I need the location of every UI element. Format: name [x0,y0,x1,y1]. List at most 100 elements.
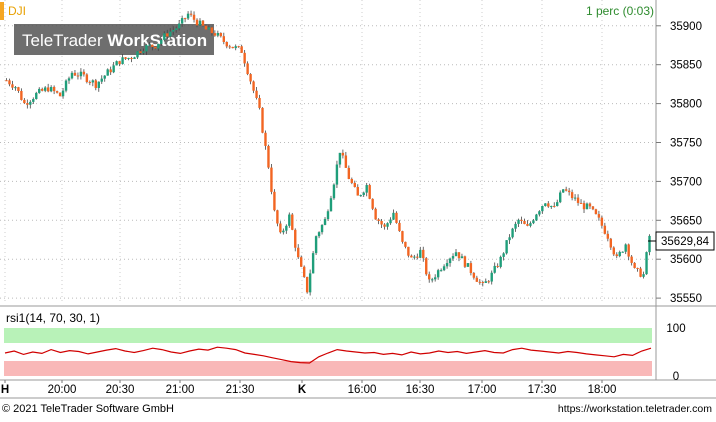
candle-body [276,210,279,224]
x-tick-label: 21:00 [166,384,195,396]
candle-body [410,255,413,258]
candle-body [356,186,359,196]
candle-body [508,237,511,241]
candle-body [386,223,389,227]
candle-body [97,81,100,88]
candle-body [20,90,23,100]
candle-body [541,205,544,212]
candle-body [573,197,577,199]
candle-body [294,229,297,248]
candle-body [240,46,243,53]
y-tick-label: 35600 [670,254,702,266]
candle-body [621,251,624,253]
candle-body [460,256,464,259]
candle-body [285,225,288,231]
candle-body [26,103,29,105]
candle-body [341,152,345,156]
candle-body [142,51,145,53]
candle-body [67,78,71,81]
candle-body [594,209,598,215]
oversold-band [4,361,652,376]
candle-body [246,63,249,75]
candle-body [243,52,246,64]
candle-body [463,256,467,267]
candle-body [538,211,541,215]
candle-body [561,189,565,193]
candle-body [448,258,452,264]
interval-label[interactable]: 1 perc (0:03) [586,4,654,18]
candle-body [311,253,315,274]
candle-body [395,212,398,223]
y-tick-label: 35800 [670,99,702,111]
candle-body [389,219,392,224]
candle-body [392,212,395,220]
candle-body [305,276,309,293]
candle-body [198,20,202,26]
candle-body [222,36,226,42]
candle-body [535,214,538,221]
candle-body [201,20,205,26]
candle-body [195,19,199,26]
y-tick-label: 35850 [670,60,702,72]
y-tick-label: 35900 [670,21,702,33]
price-axis[interactable]: 35900 35850 35800 35750 35700 35650 35600 35550 [656,21,702,305]
candle-body [481,282,485,284]
website-link[interactable]: https://workstation.teletrader.com [558,403,712,415]
candle-body [145,45,148,52]
candle-body [597,214,601,218]
candle-body [579,202,583,204]
candle-body [297,247,300,258]
candle-body [73,72,77,76]
candle-body [169,31,172,37]
candle-body [264,132,267,146]
candle-body [216,32,220,36]
candle-body [430,279,434,281]
candle-body [133,57,136,60]
candle-body [41,88,44,91]
y-tick-label: 35700 [670,176,702,188]
x-tick-label: 17:30 [528,384,557,396]
candle-body [308,273,312,293]
candle-body [320,224,324,233]
candle-body [32,99,35,102]
candle-body [466,263,470,267]
candle-body [416,256,419,258]
watermark-logo: TeleTrader WorkStation [14,24,214,55]
candle-body [612,247,615,255]
symbol-label: DJI [8,4,26,18]
time-axis[interactable]: H 20:00 20:30 21:00 21:30 K 16:00 16:30 17:00 17:… [1,380,617,396]
candle-body [422,249,425,259]
candle-body [258,97,261,108]
candle-body [624,244,627,252]
candle-body [288,214,291,226]
candle-body [368,185,371,199]
candle-body [189,13,193,15]
candle-body [505,240,508,254]
rsi-tick-label: 0 [673,371,679,383]
candle-body [282,230,285,233]
candle-body [112,65,115,73]
candle-body [183,18,187,20]
indicator-label[interactable]: rsi1(14, 70, 30, 1) [6,311,100,325]
copyright-text: © 2021 TeleTrader Software GmbH [2,403,174,415]
candle-body [362,192,365,196]
candle-body [70,72,74,79]
candle-body [454,252,458,257]
candle-body [567,190,571,193]
y-tick-label: 35550 [670,293,702,305]
candle-body [407,246,410,256]
candle-body [148,44,151,46]
candle-body [210,27,214,34]
candle-body [585,203,589,210]
candle-body [14,87,17,89]
candle-body [88,82,92,84]
candle-body [490,272,493,282]
candle-body [469,263,473,274]
candle-body [17,87,20,91]
candle-body [526,224,529,226]
x-tick-label: 16:00 [348,384,377,396]
candle-body [556,202,559,206]
candle-body [61,90,65,97]
candle-body [219,32,223,37]
candle-body [639,268,642,277]
